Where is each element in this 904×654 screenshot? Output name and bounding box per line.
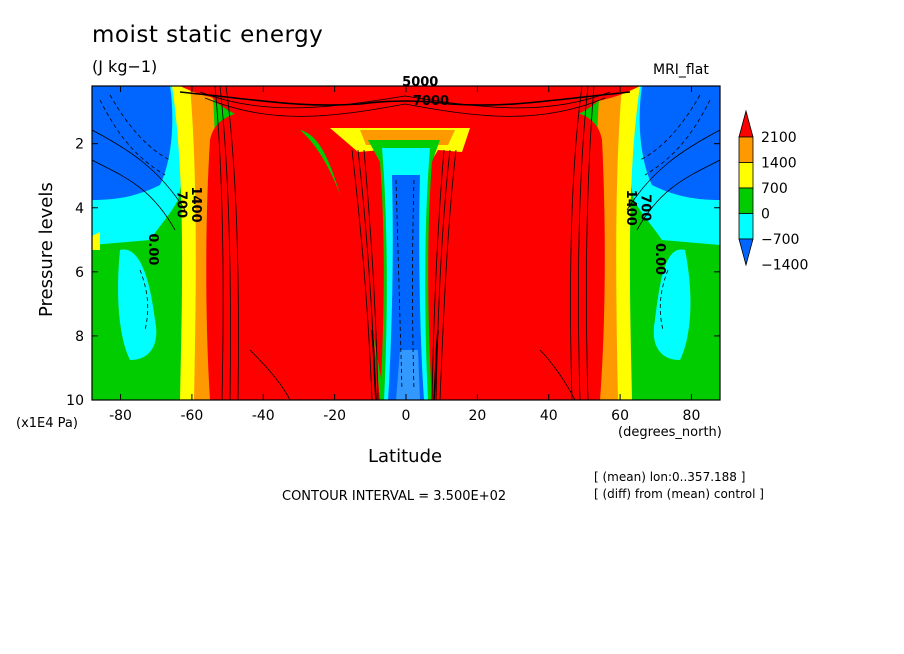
colorbar-label: 2100 bbox=[761, 130, 797, 146]
dense-contour-bands bbox=[179, 91, 631, 400]
contour-label: 0.00 bbox=[652, 243, 667, 275]
x-tick-label: 0 bbox=[402, 408, 411, 424]
y-tick-label: 4 bbox=[75, 201, 84, 217]
x-tick-label: 40 bbox=[540, 408, 558, 424]
contour-label: 700 bbox=[638, 194, 653, 221]
contour-field bbox=[92, 86, 720, 400]
contour-label: 5000 bbox=[402, 75, 438, 90]
dashed-contour-lines bbox=[99, 94, 711, 391]
colorbar: 2100 1400 700 0 −700 −1400 bbox=[738, 109, 808, 274]
colorbar-top-arrow bbox=[738, 109, 754, 138]
field-left-red-lobe bbox=[206, 111, 380, 400]
colorbar-label: −700 bbox=[761, 232, 799, 248]
colorbar-swatch bbox=[738, 187, 754, 214]
colorbar-label: −1400 bbox=[761, 258, 808, 274]
colorbar-label: 700 bbox=[761, 181, 788, 197]
y-tick-label: 10 bbox=[66, 393, 84, 409]
field-left-cyan-lower bbox=[118, 249, 157, 360]
field-top-red-core bbox=[290, 88, 520, 106]
x-tick-label: 80 bbox=[683, 408, 701, 424]
chart-units: (J kg−1) bbox=[92, 57, 158, 76]
field-left-blue bbox=[92, 86, 173, 200]
x-axis-ticks: -80 -60 -40 -20 0 20 40 60 80 bbox=[109, 86, 700, 424]
field-right-red-lobe bbox=[434, 112, 605, 400]
contour-label: 0.00 bbox=[145, 233, 160, 265]
colorbar-label: 0 bbox=[761, 207, 770, 223]
y-axis-ticks: 2 4 6 8 10 bbox=[66, 137, 720, 409]
run-name: MRI_flat bbox=[653, 62, 709, 78]
diff-note: [ (diff) from (mean) control ] bbox=[594, 487, 764, 501]
field-left-yellow-patch bbox=[92, 232, 100, 250]
colorbar-swatch bbox=[738, 213, 754, 240]
contour-label: 7000 bbox=[413, 94, 449, 109]
x-axis-unit: (degrees_north) bbox=[618, 425, 722, 440]
y-tick-label: 8 bbox=[75, 329, 84, 345]
x-axis-label: Latitude bbox=[368, 446, 443, 467]
y-axis-unit: (x1E4 Pa) bbox=[16, 416, 78, 431]
x-tick-label: 20 bbox=[468, 408, 486, 424]
field-right-blue bbox=[639, 86, 720, 200]
colorbar-swatch bbox=[738, 162, 754, 189]
colorbar-label: 1400 bbox=[761, 156, 797, 172]
colorbar-bottom-arrow bbox=[738, 238, 754, 267]
chart-title: moist static energy bbox=[92, 22, 324, 48]
contour-label: 700 bbox=[174, 191, 189, 218]
x-tick-label: -40 bbox=[252, 408, 275, 424]
contour-interval: CONTOUR INTERVAL = 3.500E+02 bbox=[282, 489, 507, 504]
x-tick-label: -80 bbox=[109, 408, 132, 424]
x-tick-label: 60 bbox=[611, 408, 629, 424]
x-tick-label: -60 bbox=[180, 408, 203, 424]
field-center-blue-column bbox=[388, 175, 424, 400]
field-right-cyan-lower bbox=[653, 249, 691, 360]
y-tick-label: 6 bbox=[75, 265, 84, 281]
y-tick-label: 2 bbox=[75, 137, 84, 153]
contour-label: 1400 bbox=[623, 190, 638, 226]
field-center-blue-base bbox=[396, 350, 420, 400]
x-tick-label: -20 bbox=[323, 408, 346, 424]
colorbar-swatch bbox=[738, 136, 754, 163]
contour-label: 1400 bbox=[188, 186, 203, 222]
mean-note: [ (mean) lon:0..357.188 ] bbox=[594, 470, 746, 484]
